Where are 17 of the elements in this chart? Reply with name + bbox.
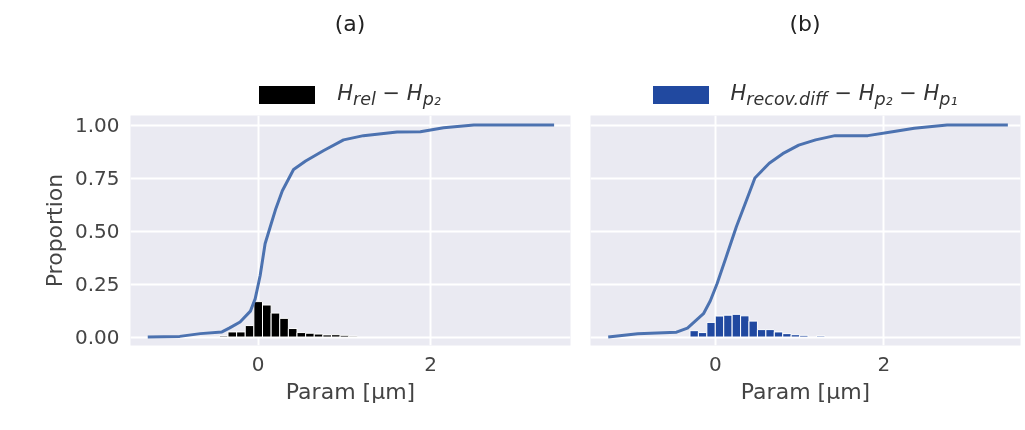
- x-axis-title: Param [μm]: [285, 378, 416, 404]
- y-tick-label: 0.25: [74, 272, 120, 297]
- chart-title: (a): [333, 10, 367, 38]
- x-tick-label: 0: [251, 351, 265, 376]
- line-series: [146, 123, 556, 339]
- x-axis-title: Param [μm]: [740, 378, 871, 404]
- legend-label: H$_{recov.diff}$ − H$_{p₂}$ − H$_{p₁}$: [730, 81, 958, 110]
- chart-title: (b): [788, 10, 822, 38]
- x-tick-label: 0: [708, 351, 722, 376]
- x-tick-label: 2: [424, 351, 438, 376]
- y-tick-label: 0.75: [74, 166, 120, 191]
- y-tick-label: 1.00: [74, 113, 120, 138]
- legend-label: H$_{rel}$ − H$_{p₂}$: [337, 81, 441, 110]
- y-tick-label: 0.00: [74, 325, 120, 350]
- x-tick-label: 2: [877, 351, 891, 376]
- y-axis-title: Proportion: [41, 173, 67, 288]
- y-tick-label: 0.50: [74, 219, 120, 244]
